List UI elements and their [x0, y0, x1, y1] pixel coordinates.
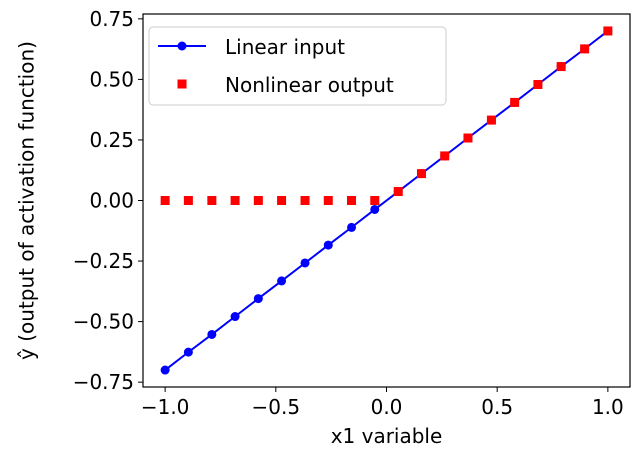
- linear-input-point: [230, 312, 240, 322]
- linear-input-point: [253, 294, 263, 304]
- y-tick-label: 0.50: [89, 67, 134, 91]
- legend-label-nonlinear-output: Nonlinear output: [225, 73, 394, 97]
- linear-input-point: [277, 276, 287, 286]
- x-axis: −1.0 −0.5 0.0 0.5 1.0: [141, 387, 624, 419]
- nonlinear-output-point: [277, 196, 287, 205]
- nonlinear-output-point: [463, 133, 473, 143]
- x-tick-label: 1.0: [592, 395, 624, 419]
- nonlinear-output-point: [416, 169, 426, 179]
- linear-input-point: [370, 204, 380, 214]
- nonlinear-output-point: [300, 196, 310, 205]
- linear-input-point: [160, 365, 170, 375]
- nonlinear-output-point: [533, 79, 543, 89]
- linear-input-point: [347, 222, 357, 232]
- nonlinear-output-point: [183, 196, 193, 205]
- linear-input-point: [300, 258, 310, 268]
- y-axis: 0.75 0.50 0.25 0.00 −0.25 −0.50 −0.75: [73, 7, 143, 394]
- x-tick-label: −0.5: [252, 395, 301, 419]
- legend: Linear input Nonlinear output: [148, 26, 447, 106]
- y-tick-label: 0.00: [89, 189, 134, 213]
- nonlinear-output-point: [370, 196, 380, 205]
- linear-input-point: [323, 240, 333, 250]
- nonlinear-output-point: [253, 196, 263, 205]
- nonlinear-output-point: [510, 97, 520, 107]
- y-tick-label: −0.75: [73, 370, 134, 394]
- nonlinear-output-point: [347, 196, 357, 205]
- legend-label-linear-input: Linear input: [225, 35, 345, 59]
- nonlinear-output-point: [230, 196, 240, 205]
- y-tick-label: −0.25: [73, 249, 134, 273]
- nonlinear-output-point: [486, 115, 496, 125]
- y-tick-label: −0.50: [73, 310, 134, 334]
- legend-box: [148, 26, 447, 106]
- x-axis-label: x1 variable: [331, 424, 443, 448]
- nonlinear-output-point: [580, 44, 590, 54]
- nonlinear-output-point: [160, 196, 170, 205]
- y-axis-label: ŷ (output of activation function): [15, 41, 39, 360]
- x-tick-label: 0.0: [371, 395, 403, 419]
- nonlinear-output-point: [393, 187, 403, 197]
- y-tick-label: 0.75: [89, 7, 134, 31]
- nonlinear-output-point: [603, 26, 613, 36]
- nonlinear-output-point: [440, 151, 450, 161]
- legend-circle-swatch: [177, 41, 187, 51]
- x-tick-label: 0.5: [481, 395, 513, 419]
- nonlinear-output-point: [556, 62, 566, 72]
- nonlinear-output-point: [323, 196, 333, 205]
- linear-input-point: [207, 329, 217, 339]
- y-tick-label: 0.25: [89, 128, 134, 152]
- linear-input-point: [183, 347, 193, 357]
- nonlinear-output-point: [207, 196, 217, 205]
- x-tick-label: −1.0: [141, 395, 190, 419]
- legend-square-swatch: [177, 79, 187, 89]
- plot-marks: [160, 26, 613, 375]
